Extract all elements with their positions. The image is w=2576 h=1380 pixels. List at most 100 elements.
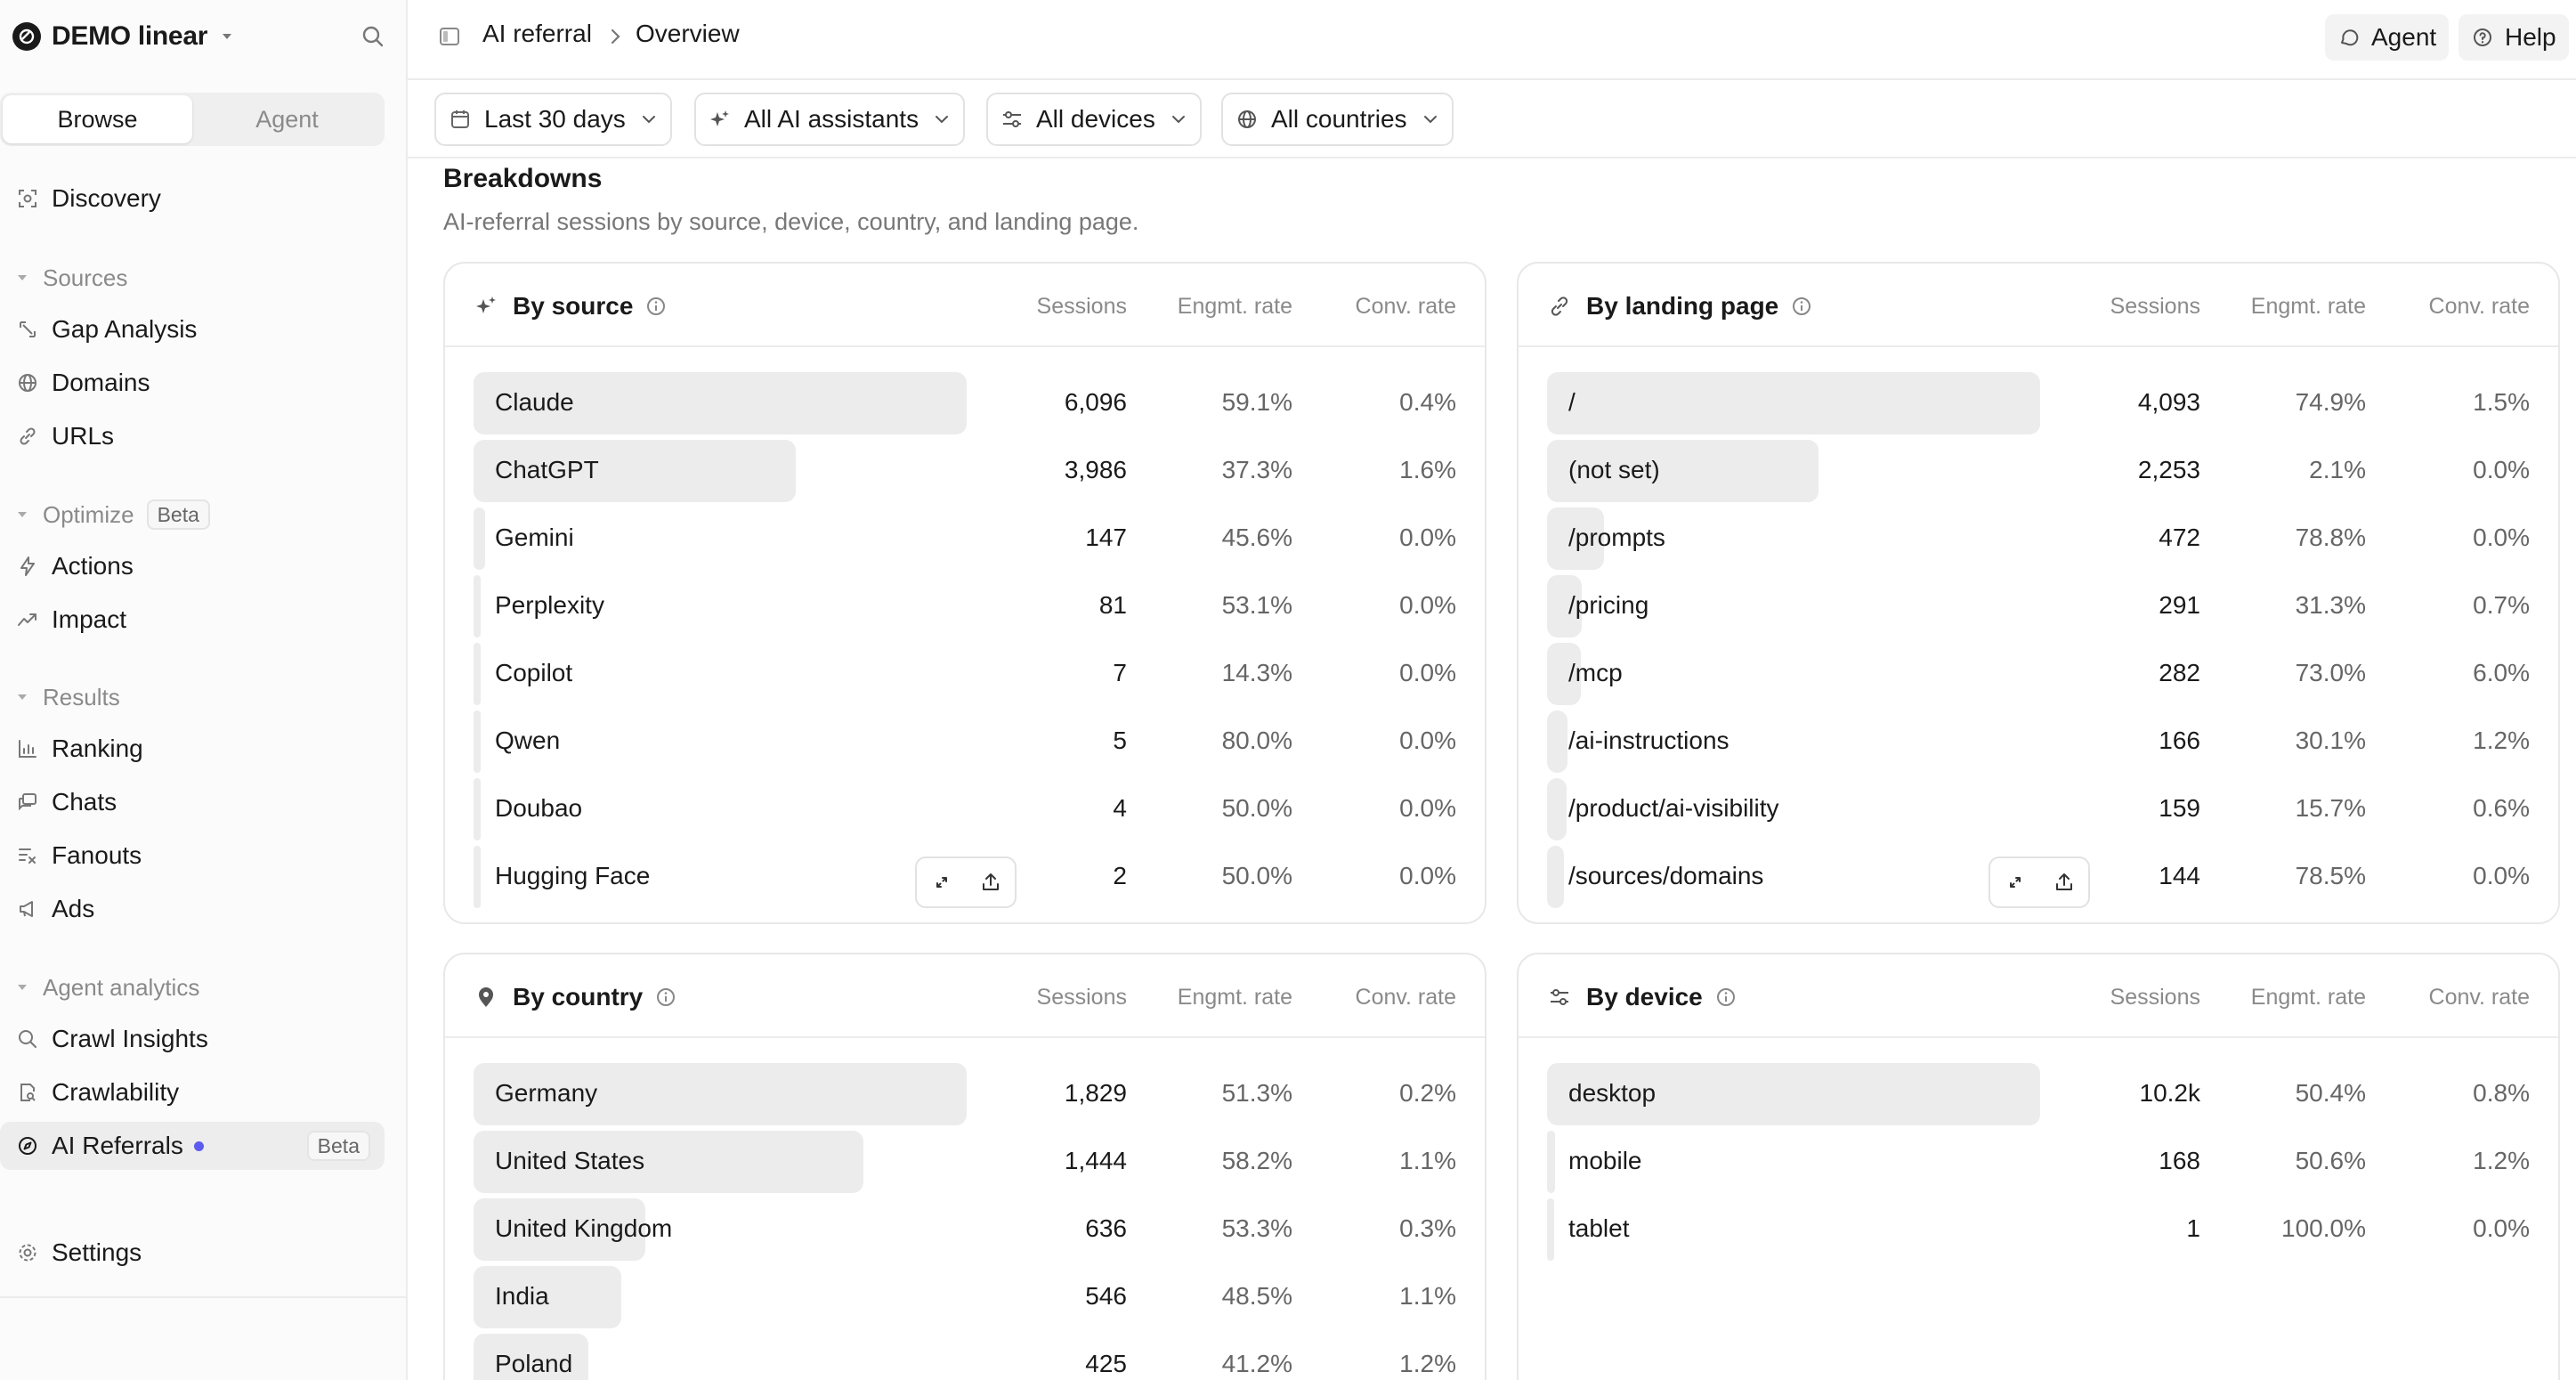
sidebar-item-domains[interactable]: Domains [0,359,385,407]
expand-icon[interactable] [2004,871,2027,894]
table-row[interactable]: / 4,093 74.9% 1.5% [1519,370,2558,438]
sliders-icon [1551,989,1568,1005]
card-title-text: By source [513,292,634,320]
card-header: By source Sessions Engmt. rate Conv. rat… [445,264,1485,347]
help-button[interactable]: Help [2459,14,2569,61]
export-icon[interactable] [2053,871,2076,894]
engagement-column-header[interactable]: Engmt. rate [1177,985,1292,1010]
date-range-filter[interactable]: Last 30 days [434,93,672,146]
sessions-value: 4,093 [2137,388,2200,416]
chevron-down-icon [936,116,949,124]
sessions-value: 10.2k [2139,1079,2201,1107]
share-bar [474,710,481,773]
device-filter[interactable]: All devices [986,93,1202,146]
filter-bar: Last 30 days All AI assistants All devic… [408,80,2576,158]
row-label: Qwen [495,727,561,754]
conversion-column-header[interactable]: Conv. rate [1355,294,1456,319]
sidebar-item-label: Fanouts [52,841,142,869]
conversion-rate-value: 1.5% [2473,388,2530,416]
sidebar-item-impact[interactable]: Impact [0,596,385,644]
sidebar-item-ranking[interactable]: Ranking [0,725,385,773]
table-row[interactable]: /prompts 472 78.8% 0.0% [1519,506,2558,573]
expand-icon[interactable] [930,871,953,894]
sessions-column-header[interactable]: Sessions [2110,294,2200,319]
table-row[interactable]: Gemini 147 45.6% 0.0% [445,506,1485,573]
table-row[interactable]: United States 1,444 58.2% 1.1% [445,1129,1485,1197]
sidebar-item-urls[interactable]: URLs [0,412,385,460]
table-row[interactable]: /mcp 282 73.0% 6.0% [1519,641,2558,709]
agent-analytics-section-header[interactable]: Agent analytics [16,970,199,1005]
table-row[interactable]: Doubao 4 50.0% 0.0% [445,776,1485,844]
sessions-column-header[interactable]: Sessions [1036,985,1127,1010]
breadcrumb-ai-referral[interactable]: AI referral [482,20,592,47]
table-row[interactable]: Perplexity 81 53.1% 0.0% [445,573,1485,641]
results-section-header[interactable]: Results [16,679,120,715]
search-icon[interactable] [360,23,386,50]
table-row[interactable]: Claude 6,096 59.1% 0.4% [445,370,1485,438]
row-label: Germany [495,1079,598,1107]
table-row[interactable]: Copilot 7 14.3% 0.0% [445,641,1485,709]
by-country-card: By country Sessions Engmt. rate Conv. ra… [443,953,1486,1380]
sidebar-item-gap-analysis[interactable]: Gap Analysis [0,305,385,353]
section-title: Breakdowns [443,164,603,193]
sidebar-item-discovery[interactable]: Discovery [0,175,385,223]
info-icon[interactable] [645,296,667,317]
sidebar-item-fanouts[interactable]: Fanouts [0,832,385,880]
optimize-section-header[interactable]: Optimize Beta [16,497,210,532]
engagement-column-header[interactable]: Engmt. rate [2250,985,2366,1010]
share-bar [474,643,481,705]
sidebar-item-crawlability[interactable]: Crawlability [0,1068,385,1116]
sessions-column-header[interactable]: Sessions [2110,985,2200,1010]
sidebar-item-settings[interactable]: Settings [0,1229,385,1277]
tab-browse[interactable]: Browse [3,95,192,143]
sidebar-item-ai-referrals[interactable]: AI Referrals Beta [0,1122,385,1170]
conversion-column-header[interactable]: Conv. rate [2428,294,2530,319]
table-row[interactable]: /ai-instructions 166 30.1% 1.2% [1519,709,2558,776]
discovery-icon [19,190,36,207]
sidebar-item-actions[interactable]: Actions [0,542,385,590]
table-row[interactable]: (not set) 2,253 2.1% 0.0% [1519,438,2558,506]
table-row[interactable]: United Kingdom 636 53.3% 0.3% [445,1197,1485,1264]
table-row[interactable]: ChatGPT 3,986 37.3% 1.6% [445,438,1485,506]
row-label: /prompts [1568,524,1665,551]
table-row[interactable]: /sources/domains 144 78.5% 0.0% [1519,844,2558,912]
sources-section-header[interactable]: Sources [16,260,127,296]
engagement-rate-value: 2.1% [2309,456,2366,483]
table-row[interactable]: mobile 168 50.6% 1.2% [1519,1129,2558,1197]
conversion-column-header[interactable]: Conv. rate [1355,985,1456,1010]
country-filter[interactable]: All countries [1221,93,1454,146]
engagement-column-header[interactable]: Engmt. rate [2250,294,2366,319]
table-row[interactable]: Germany 1,829 51.3% 0.2% [445,1061,1485,1129]
agent-button[interactable]: Agent [2325,14,2450,61]
tab-agent[interactable]: Agent [255,105,319,133]
info-icon[interactable] [1791,296,1812,317]
table-row[interactable]: Hugging Face 2 50.0% 0.0% [445,844,1485,912]
location-pin-icon [479,987,493,1007]
engagement-rate-value: 100.0% [2281,1214,2366,1242]
ai-assistant-filter[interactable]: All AI assistants [694,93,966,146]
sessions-value: 166 [2159,727,2200,754]
info-icon[interactable] [655,986,676,1008]
table-row[interactable]: /pricing 291 31.3% 0.7% [1519,573,2558,641]
table-row[interactable]: Poland 425 41.2% 1.2% [445,1332,1485,1380]
collapse-triangle-icon [18,512,27,517]
sidebar-item-chats[interactable]: Chats [0,778,385,826]
by-source-card: By source Sessions Engmt. rate Conv. rat… [443,262,1486,924]
table-row[interactable]: tablet 1 100.0% 0.0% [1519,1197,2558,1264]
sidebar-toggle-icon[interactable] [438,25,461,48]
table-row[interactable]: desktop 10.2k 50.4% 0.8% [1519,1061,2558,1129]
sidebar-item-ads[interactable]: Ads [0,885,385,933]
table-row[interactable]: India 546 48.5% 1.1% [445,1264,1485,1332]
table-row[interactable]: Qwen 5 80.0% 0.0% [445,709,1485,776]
conversion-rate-value: 0.0% [1399,794,1456,822]
export-icon[interactable] [979,871,1002,894]
info-icon[interactable] [1715,986,1737,1008]
engagement-column-header[interactable]: Engmt. rate [1177,294,1292,319]
sidebar-item-label: URLs [52,422,115,450]
sidebar-item-crawl-insights[interactable]: Crawl Insights [0,1015,385,1063]
table-row[interactable]: /product/ai-visibility 159 15.7% 0.6% [1519,776,2558,844]
workspace-switcher[interactable]: DEMO linear [12,18,386,55]
sessions-column-header[interactable]: Sessions [1036,294,1127,319]
document-search-icon [20,1084,36,1101]
conversion-column-header[interactable]: Conv. rate [2428,985,2530,1010]
